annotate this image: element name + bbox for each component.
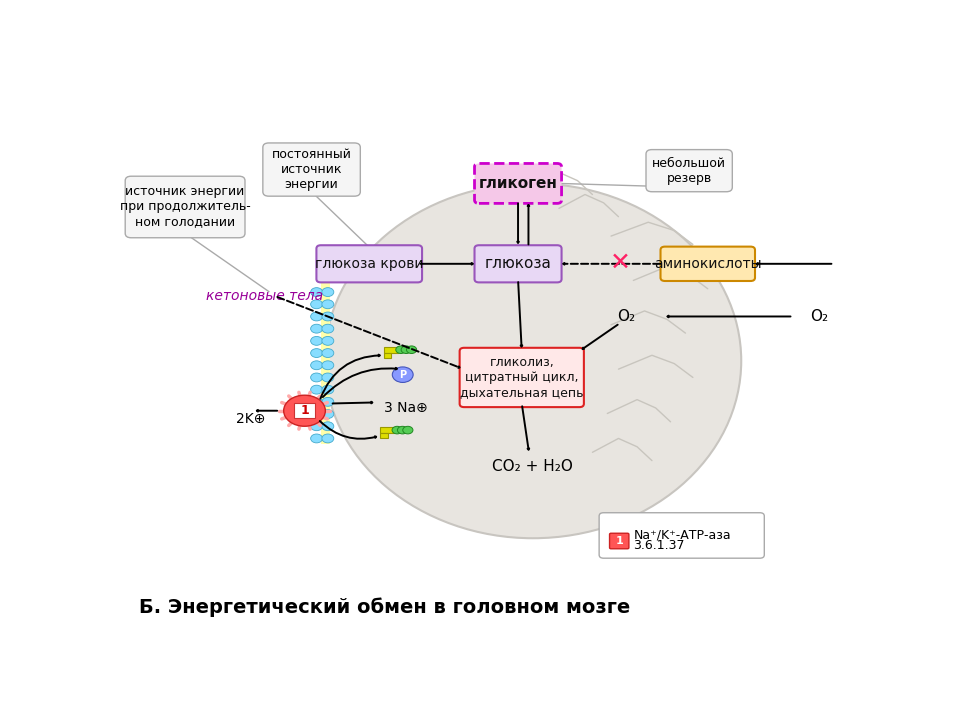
Text: O₂: O₂: [617, 309, 635, 324]
Text: O₂: O₂: [810, 309, 828, 324]
Circle shape: [311, 361, 323, 369]
Text: гликолиз,
цитратный цикл,
дыхательная цепь: гликолиз, цитратный цикл, дыхательная це…: [460, 356, 584, 399]
Text: небольшой
резерв: небольшой резерв: [652, 157, 726, 184]
Circle shape: [396, 346, 406, 354]
Circle shape: [322, 361, 334, 369]
Circle shape: [322, 422, 334, 431]
Circle shape: [311, 324, 323, 333]
FancyBboxPatch shape: [460, 348, 584, 407]
Circle shape: [311, 373, 323, 382]
FancyBboxPatch shape: [317, 246, 422, 282]
Text: гликоген: гликоген: [479, 176, 558, 191]
Circle shape: [322, 348, 334, 358]
Text: Na⁺/K⁺-АТР-аза: Na⁺/K⁺-АТР-аза: [634, 529, 731, 542]
Circle shape: [311, 397, 323, 406]
Circle shape: [392, 426, 402, 434]
Text: глюкоза крови: глюкоза крови: [315, 257, 423, 271]
FancyBboxPatch shape: [474, 246, 562, 282]
Text: 3 Na⊕: 3 Na⊕: [384, 401, 428, 415]
Text: глюкоза: глюкоза: [485, 256, 551, 271]
Text: источник энергии
при продолжитель-
ном голодании: источник энергии при продолжитель- ном г…: [120, 186, 251, 228]
Circle shape: [322, 397, 334, 406]
Circle shape: [311, 422, 323, 431]
Text: постоянный
источник
энергии: постоянный источник энергии: [272, 148, 351, 191]
Circle shape: [311, 348, 323, 358]
Circle shape: [311, 385, 323, 394]
Circle shape: [406, 346, 417, 354]
Circle shape: [322, 288, 334, 297]
Circle shape: [393, 367, 413, 382]
Text: 1: 1: [300, 404, 309, 417]
Text: кетоновые тела: кетоновые тела: [205, 289, 323, 303]
FancyBboxPatch shape: [380, 428, 394, 433]
Circle shape: [311, 300, 323, 309]
Circle shape: [311, 288, 323, 297]
FancyBboxPatch shape: [322, 283, 329, 444]
Text: аминокислоты: аминокислоты: [654, 257, 761, 271]
FancyBboxPatch shape: [294, 403, 315, 418]
FancyBboxPatch shape: [384, 353, 392, 358]
Ellipse shape: [324, 184, 741, 539]
FancyBboxPatch shape: [599, 513, 764, 558]
Circle shape: [322, 410, 334, 418]
Circle shape: [322, 312, 334, 321]
Text: ✕: ✕: [610, 251, 631, 275]
Circle shape: [322, 300, 334, 309]
FancyBboxPatch shape: [263, 143, 360, 196]
Circle shape: [311, 312, 323, 321]
Circle shape: [403, 426, 413, 434]
FancyBboxPatch shape: [384, 347, 397, 353]
Circle shape: [397, 426, 408, 434]
Circle shape: [322, 324, 334, 333]
Circle shape: [401, 346, 411, 354]
FancyBboxPatch shape: [380, 433, 388, 438]
Circle shape: [322, 373, 334, 382]
FancyBboxPatch shape: [610, 534, 629, 549]
Text: 3.6.1.37: 3.6.1.37: [634, 539, 684, 552]
FancyBboxPatch shape: [474, 163, 562, 203]
Text: CO₂ + H₂O: CO₂ + H₂O: [492, 459, 573, 474]
Circle shape: [284, 395, 325, 426]
Text: 1: 1: [615, 536, 623, 546]
Circle shape: [311, 336, 323, 346]
FancyBboxPatch shape: [646, 150, 732, 192]
Circle shape: [322, 336, 334, 346]
Circle shape: [311, 410, 323, 418]
FancyBboxPatch shape: [660, 247, 755, 281]
Text: 2K⊕: 2K⊕: [235, 412, 265, 426]
Circle shape: [311, 434, 323, 443]
Circle shape: [322, 434, 334, 443]
Text: Б. Энергетический обмен в головном мозге: Б. Энергетический обмен в головном мозге: [138, 598, 630, 617]
Text: P: P: [399, 369, 406, 379]
Circle shape: [322, 385, 334, 394]
FancyBboxPatch shape: [125, 176, 245, 238]
